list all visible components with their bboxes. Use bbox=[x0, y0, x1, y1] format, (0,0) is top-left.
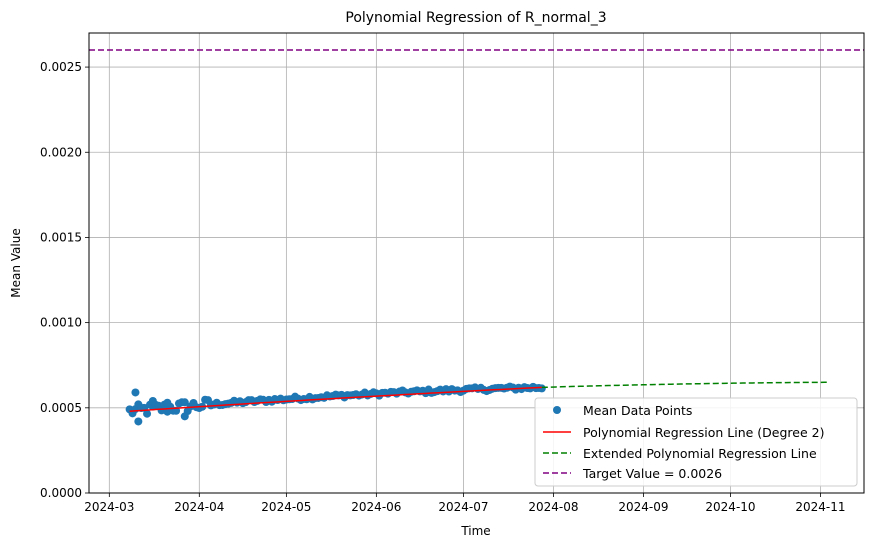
data-point bbox=[537, 384, 546, 393]
legend: Mean Data Points Polynomial Regression L… bbox=[534, 397, 858, 487]
x-tick-label: 2024-10 bbox=[705, 500, 755, 514]
extended-regression-line bbox=[541, 381, 830, 389]
x-tick-label: 2024-06 bbox=[351, 500, 401, 514]
x-axis-title: Time bbox=[460, 524, 490, 538]
x-tick-label: 2024-08 bbox=[528, 500, 578, 514]
y-tick-label: 0.0010 bbox=[40, 316, 82, 330]
legend-label-target-line: Target Value = 0.0026 bbox=[582, 466, 722, 481]
legend-label-data-points: Mean Data Points bbox=[583, 403, 692, 418]
data-point bbox=[134, 417, 143, 426]
x-tick-label: 2024-11 bbox=[795, 500, 845, 514]
axis-ticks: 2024-03 2024-04 2024-05 2024-06 2024-07 2024-… bbox=[40, 60, 846, 514]
x-tick-label: 2024-03 bbox=[84, 500, 134, 514]
x-tick-label: 2024-07 bbox=[438, 500, 488, 514]
x-tick-label: 2024-04 bbox=[174, 500, 224, 514]
legend-box bbox=[534, 397, 858, 487]
y-tick-label: 0.0005 bbox=[40, 401, 82, 415]
y-tick-label: 0.0000 bbox=[40, 486, 82, 500]
data-point bbox=[180, 398, 189, 407]
x-tick-label: 2024-09 bbox=[618, 500, 668, 514]
data-point bbox=[163, 398, 172, 407]
data-point bbox=[143, 409, 152, 418]
data-point bbox=[131, 388, 140, 397]
legend-marker-data-points bbox=[553, 406, 561, 414]
y-tick-label: 0.0015 bbox=[40, 230, 82, 244]
legend-label-extended-line: Extended Polynomial Regression Line bbox=[583, 446, 817, 461]
chart-title: Polynomial Regression of R_normal_3 bbox=[345, 10, 606, 26]
y-axis-title: Mean Value bbox=[9, 228, 23, 297]
regression-line bbox=[129, 386, 542, 412]
legend-label-regression-line: Polynomial Regression Line (Degree 2) bbox=[583, 425, 824, 440]
y-tick-label: 0.0025 bbox=[40, 60, 82, 74]
x-tick-label: 2024-05 bbox=[261, 500, 311, 514]
data-point bbox=[180, 412, 189, 421]
plot-frame bbox=[88, 32, 865, 494]
data-point bbox=[148, 397, 157, 405]
data-layer bbox=[89, 49, 864, 426]
y-tick-label: 0.0020 bbox=[40, 145, 82, 159]
